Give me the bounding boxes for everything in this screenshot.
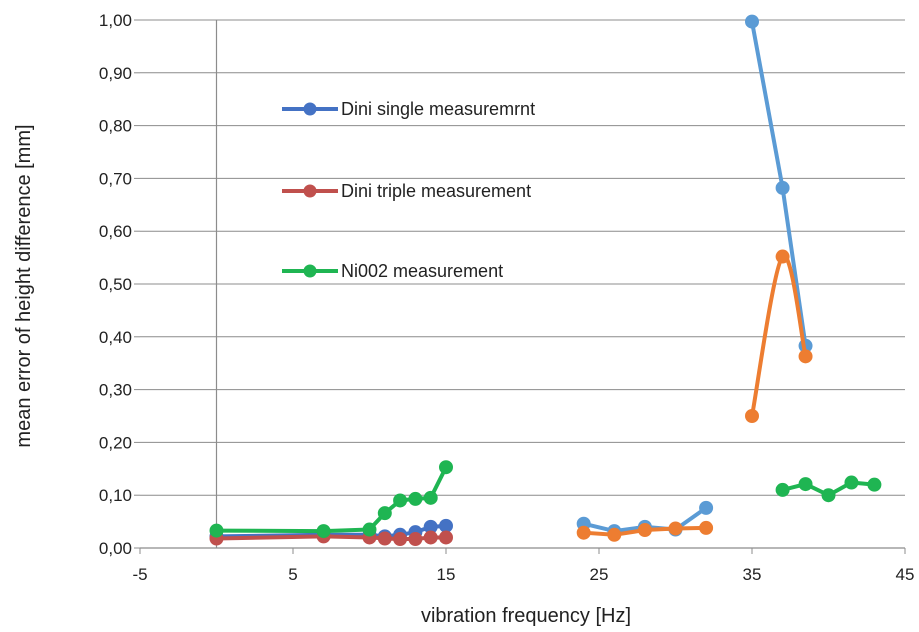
data-point bbox=[316, 524, 331, 539]
y-tick-label: 0,70 bbox=[99, 169, 132, 188]
data-point bbox=[775, 482, 790, 497]
data-point bbox=[745, 14, 759, 29]
y-tick-label: 1,00 bbox=[99, 11, 132, 30]
legend-label: Dini single measuremrnt bbox=[341, 99, 535, 119]
y-tick-label: 0,40 bbox=[99, 328, 132, 347]
y-tick-label: 0,20 bbox=[99, 433, 132, 452]
data-point bbox=[439, 460, 453, 475]
legend: Dini single measuremrnt Dini triple measu… bbox=[282, 99, 535, 281]
data-point bbox=[798, 477, 813, 492]
y-tick-label: 0,10 bbox=[99, 486, 132, 505]
x-tick-label: 15 bbox=[437, 565, 456, 584]
legend-entry: Dini single measuremrnt bbox=[282, 99, 535, 119]
series-layer bbox=[209, 14, 882, 547]
y-tick-label: 0,60 bbox=[99, 222, 132, 241]
grid-lines bbox=[140, 19, 905, 549]
data-point bbox=[607, 527, 622, 542]
data-point bbox=[393, 493, 408, 508]
legend-swatch-marker bbox=[303, 184, 317, 198]
x-tick-label: 45 bbox=[896, 565, 915, 584]
data-point bbox=[775, 180, 790, 195]
series-1 bbox=[209, 14, 813, 544]
data-point bbox=[408, 491, 423, 506]
legend-entry: Dini triple measurement bbox=[282, 181, 531, 201]
data-point bbox=[377, 531, 392, 546]
series-2 bbox=[209, 249, 813, 547]
axes bbox=[134, 19, 906, 554]
x-tick-label: 5 bbox=[288, 565, 297, 584]
legend-swatch-marker bbox=[303, 264, 317, 278]
legend-label: Dini triple measurement bbox=[341, 181, 531, 201]
data-point bbox=[576, 525, 591, 540]
x-tick-label: 35 bbox=[743, 565, 762, 584]
data-point bbox=[867, 477, 882, 492]
data-point bbox=[209, 523, 224, 538]
x-tick-label: 25 bbox=[590, 565, 609, 584]
data-point bbox=[423, 530, 438, 545]
data-point bbox=[699, 500, 714, 515]
x-tick-label: -5 bbox=[132, 565, 147, 584]
data-point bbox=[821, 488, 836, 503]
data-point bbox=[408, 532, 423, 547]
data-point bbox=[775, 249, 790, 264]
data-point bbox=[844, 475, 859, 490]
x-axis-label: vibration frequency [Hz] bbox=[421, 605, 631, 627]
legend-label: Ni002 measurement bbox=[341, 261, 503, 281]
y-tick-label: 0,50 bbox=[99, 275, 132, 294]
data-point bbox=[798, 349, 813, 364]
y-tick-label: 0,80 bbox=[99, 117, 132, 136]
y-tick-label: 0,90 bbox=[99, 64, 132, 83]
y-axis-label: mean error of height difference [mm] bbox=[13, 124, 35, 447]
data-point bbox=[439, 530, 453, 545]
y-tick-label: 0,00 bbox=[99, 539, 132, 558]
data-point bbox=[699, 520, 714, 535]
data-point bbox=[393, 532, 408, 547]
data-point bbox=[745, 409, 759, 423]
y-tick-label: 0,30 bbox=[99, 381, 132, 400]
series-3 bbox=[209, 460, 882, 539]
data-point bbox=[637, 523, 652, 538]
y-tick-labels: 0,00 0,10 0,20 0,30 0,40 0,50 0,60 0,70 0,80 0,90… bbox=[99, 11, 132, 558]
x-tick-labels: -5 5 15 25 35 45 bbox=[132, 565, 914, 584]
legend-entry: Ni002 measurement bbox=[282, 261, 503, 281]
legend-swatch-marker bbox=[303, 102, 317, 116]
data-point bbox=[423, 490, 438, 505]
data-point bbox=[362, 522, 377, 537]
data-point bbox=[439, 518, 453, 533]
data-point bbox=[668, 521, 683, 536]
data-point bbox=[377, 506, 392, 521]
